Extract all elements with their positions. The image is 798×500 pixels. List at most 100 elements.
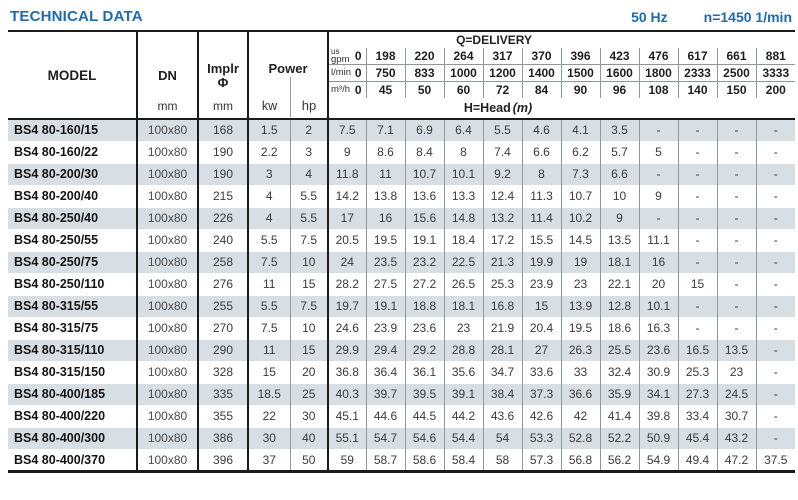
delivery-value-cell: 45 bbox=[365, 81, 406, 98]
head-value-cell: - bbox=[716, 184, 757, 207]
head-value-cell: 18.1 bbox=[599, 250, 640, 273]
head-value-cell: 10.1 bbox=[638, 294, 679, 317]
head-value-cell: - bbox=[716, 228, 757, 251]
head-value-cell: 16.5 bbox=[677, 338, 718, 361]
dn-cell: 100x80 bbox=[136, 118, 198, 141]
head-value-cell: 55.1 bbox=[327, 426, 367, 449]
table-row: BS4 80-315/110 100x80 290 11 15 29.9 29.4 29.2 2… bbox=[8, 338, 796, 361]
head-value-cell: - bbox=[716, 272, 757, 295]
diameter-symbol: Φ bbox=[217, 74, 229, 90]
impeller-cell: 328 bbox=[197, 360, 248, 383]
head-value-cell: 6.6 bbox=[521, 140, 562, 163]
dn-cell: 100x80 bbox=[136, 448, 198, 471]
dn-cell: 100x80 bbox=[136, 250, 198, 273]
head-value-cell: 11.8 bbox=[327, 162, 367, 185]
head-title: H=Head (m) bbox=[463, 101, 533, 115]
delivery-value-cell: 3333 bbox=[755, 64, 796, 82]
head-value-cell: 10.1 bbox=[443, 162, 484, 185]
head-value-cell: 13.5 bbox=[716, 338, 757, 361]
head-value-cell: 4.6 bbox=[521, 118, 562, 141]
head-value-cell: - bbox=[755, 316, 796, 339]
head-value-cell: 27.5 bbox=[365, 272, 406, 295]
table-row: BS4 80-315/55 100x80 255 5.5 7.5 19.7 19.1 18.8… bbox=[8, 294, 796, 317]
impeller-cell: 335 bbox=[197, 382, 248, 405]
head-value-cell: 14.8 bbox=[443, 206, 484, 229]
head-value-cell: 44.6 bbox=[365, 404, 406, 427]
head-value-cell: - bbox=[716, 118, 757, 141]
head-value-cell: 22.1 bbox=[599, 272, 640, 295]
head-value-cell: 8 bbox=[443, 140, 484, 163]
kw-cell: 3 bbox=[247, 162, 290, 185]
head-value-cell: 17 bbox=[327, 206, 367, 229]
delivery-value-cell: 1000 bbox=[443, 64, 484, 82]
impeller-cell: 355 bbox=[197, 404, 248, 427]
head-value-cell: 36.4 bbox=[365, 360, 406, 383]
hp-cell: 50 bbox=[289, 448, 329, 471]
head-value-cell: 11.3 bbox=[521, 184, 562, 207]
head-value-cell: 27.2 bbox=[404, 272, 445, 295]
model-cell: BS4 80-315/150 bbox=[8, 360, 137, 383]
delivery-value-cell: 317 bbox=[482, 48, 523, 65]
impeller-cell: 290 bbox=[197, 338, 248, 361]
hp-cell: 5.5 bbox=[289, 184, 329, 207]
head-value-cell: 25.5 bbox=[599, 338, 640, 361]
delivery-value-cell: 200 bbox=[755, 81, 796, 98]
head-value-cell: 8 bbox=[521, 162, 562, 185]
hp-cell: 40 bbox=[289, 426, 329, 449]
head-value-cell: 11.1 bbox=[638, 228, 679, 251]
head-value-cell: 19.9 bbox=[521, 250, 562, 273]
head-value-cell: 41.4 bbox=[599, 404, 640, 427]
head-value-cell: 34.1 bbox=[638, 382, 679, 405]
head-value-cell: 47.2 bbox=[716, 448, 757, 471]
head-value-cell: 35.9 bbox=[599, 382, 640, 405]
impeller-cell: 276 bbox=[197, 272, 248, 295]
delivery-value-cell: 90 bbox=[560, 81, 601, 98]
head-value-cell: 26.3 bbox=[560, 338, 601, 361]
head-value-cell: 59 bbox=[327, 448, 367, 471]
head-value-cell: 54.7 bbox=[365, 426, 406, 449]
table-row: BS4 80-200/40 100x80 215 4 5.5 14.2 13.8 13.6 13… bbox=[8, 184, 796, 207]
head-value-cell: 33.4 bbox=[677, 404, 718, 427]
dn-cell: 100x80 bbox=[136, 162, 198, 185]
delivery-value-cell: 476 bbox=[638, 48, 679, 65]
head-value-cell: 15 bbox=[521, 294, 562, 317]
head-value-cell: - bbox=[638, 118, 679, 141]
head-value-cell: 36.6 bbox=[560, 382, 601, 405]
delivery-value: 0 bbox=[354, 83, 362, 97]
delivery-value: 0 bbox=[354, 66, 362, 80]
head-value-cell: 6.9 bbox=[404, 118, 445, 141]
kw-cell: 11 bbox=[247, 338, 290, 361]
head-value-cell: 20.5 bbox=[327, 228, 367, 251]
hp-cell: 2 bbox=[289, 118, 329, 141]
kw-cell: 4 bbox=[247, 184, 290, 207]
delivery-value-cell: 396 bbox=[560, 48, 601, 65]
model-cell: BS4 80-400/370 bbox=[8, 448, 137, 471]
delivery-value-cell: 1200 bbox=[482, 64, 523, 82]
head-value-cell: 13.5 bbox=[599, 228, 640, 251]
impeller-cell: 255 bbox=[197, 294, 248, 317]
table-row: BS4 80-250/75 100x80 258 7.5 10 24 23.5 23.2 22.… bbox=[8, 250, 796, 273]
impeller-cell: 226 bbox=[197, 206, 248, 229]
delivery-value-cell: 833 bbox=[404, 64, 445, 82]
hp-cell: 30 bbox=[289, 404, 329, 427]
impeller-unit-label: mm bbox=[213, 99, 233, 113]
impeller-cell: 190 bbox=[197, 140, 248, 163]
head-value-cell: 21.9 bbox=[482, 316, 523, 339]
dn-cell: 100x80 bbox=[136, 338, 198, 361]
head-value-cell: - bbox=[755, 404, 796, 427]
impeller-cell: 270 bbox=[197, 316, 248, 339]
head-value-cell: - bbox=[755, 426, 796, 449]
head-value-cell: 19.5 bbox=[560, 316, 601, 339]
head-value-cell: - bbox=[755, 250, 796, 273]
model-cell: BS4 80-250/110 bbox=[8, 272, 137, 295]
head-value-cell: - bbox=[677, 228, 718, 251]
head-value-cell: 35.6 bbox=[443, 360, 484, 383]
kw-cell: 4 bbox=[247, 206, 290, 229]
head-value-cell: 57.3 bbox=[521, 448, 562, 471]
kw-cell: 2.2 bbox=[247, 140, 290, 163]
head-value-cell: 20 bbox=[638, 272, 679, 295]
kw-cell: 7.5 bbox=[247, 316, 290, 339]
head-value-cell: 56.2 bbox=[599, 448, 640, 471]
head-value-cell: 7.3 bbox=[560, 162, 601, 185]
head-value-cell: 12.8 bbox=[599, 294, 640, 317]
